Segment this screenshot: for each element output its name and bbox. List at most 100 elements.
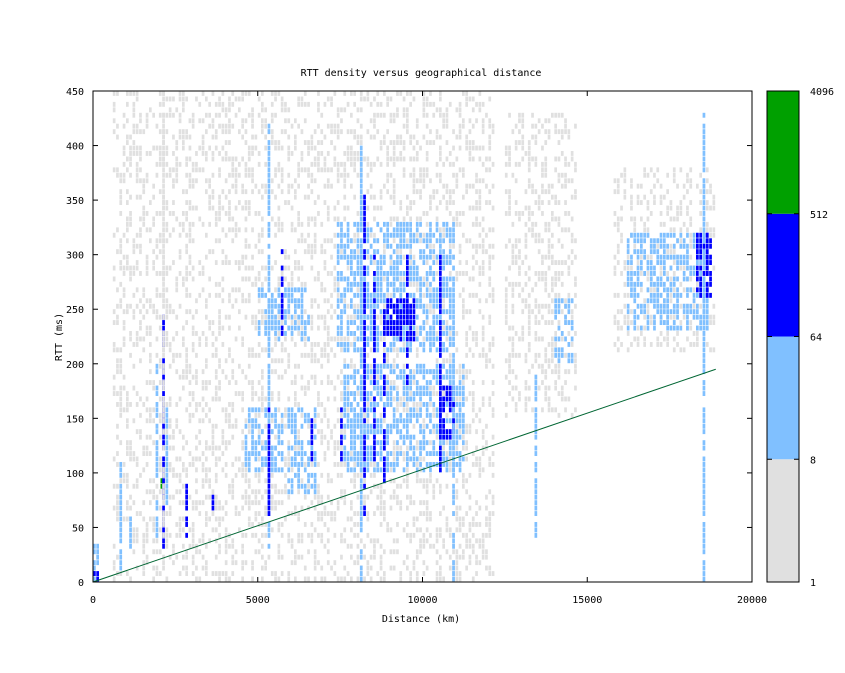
heatmap-cell	[214, 571, 218, 576]
heatmap-cell	[313, 560, 317, 566]
heatmap-cell	[551, 183, 554, 189]
heatmap-cell	[343, 336, 347, 342]
heatmap-cell	[231, 538, 235, 544]
heatmap-cell	[676, 342, 679, 347]
heatmap-cell	[172, 358, 175, 364]
heatmap-cell	[126, 140, 129, 145]
heatmap-cell	[340, 118, 343, 124]
heatmap-cell	[168, 396, 172, 402]
heatmap-cell	[379, 494, 383, 500]
heatmap-cell	[415, 123, 419, 129]
heatmap-cell	[254, 281, 258, 287]
heatmap-cell	[554, 276, 557, 282]
heatmap-cell	[402, 227, 406, 233]
heatmap-cell	[439, 314, 442, 320]
heatmap-cell	[333, 216, 337, 222]
heatmap-cell	[541, 369, 544, 375]
heatmap-cell	[379, 227, 383, 233]
heatmap-cell	[462, 483, 465, 489]
heatmap-cell	[468, 129, 472, 135]
heatmap-cell	[346, 320, 350, 325]
heatmap-cell	[112, 374, 116, 380]
heatmap-cell	[527, 396, 531, 402]
heatmap-cell	[139, 472, 142, 478]
heatmap-cell	[415, 347, 419, 353]
heatmap-cell	[554, 369, 557, 375]
heatmap-cell	[274, 298, 277, 304]
heatmap-cell	[310, 538, 314, 544]
heatmap-cell	[343, 412, 347, 418]
heatmap-cell	[521, 145, 525, 151]
heatmap-cell	[356, 336, 360, 342]
heatmap-cell	[475, 522, 478, 527]
heatmap-cell	[485, 183, 488, 189]
heatmap-cell	[481, 467, 485, 473]
heatmap-cell	[270, 527, 274, 533]
heatmap-cell	[396, 140, 399, 145]
heatmap-cell	[429, 140, 432, 145]
heatmap-cell	[280, 271, 284, 276]
heatmap-cell	[524, 352, 528, 358]
heatmap-cell	[620, 342, 623, 347]
heatmap-cell	[455, 494, 459, 500]
heatmap-cell	[514, 374, 518, 380]
heatmap-cell	[336, 445, 340, 451]
heatmap-cell	[435, 303, 439, 309]
heatmap-cell	[191, 342, 195, 347]
heatmap-cell	[158, 325, 162, 331]
heatmap-cell	[415, 238, 419, 244]
heatmap-cell	[527, 325, 531, 331]
heatmap-cell	[310, 303, 314, 309]
heatmap-cell	[162, 227, 165, 233]
heatmap-cell	[300, 505, 304, 511]
heatmap-cell	[504, 298, 508, 304]
heatmap-cell	[547, 396, 551, 402]
heatmap-cell	[547, 303, 551, 309]
heatmap-cell	[326, 325, 330, 331]
heatmap-cell	[274, 194, 277, 200]
heatmap-cell	[560, 336, 564, 342]
heatmap-cell	[264, 347, 267, 353]
heatmap-cell	[303, 336, 307, 342]
heatmap-cell	[412, 292, 416, 298]
heatmap-cell	[182, 140, 185, 145]
heatmap-cell	[415, 140, 419, 145]
heatmap-cell	[442, 112, 445, 118]
heatmap-cell	[399, 576, 403, 582]
heatmap-cell	[244, 298, 248, 304]
heatmap-cell	[211, 352, 215, 358]
heatmap-cell	[422, 342, 426, 347]
heatmap-cell	[139, 396, 142, 402]
heatmap-cell	[224, 462, 228, 467]
heatmap-cell	[353, 467, 356, 473]
heatmap-cell	[132, 265, 136, 271]
heatmap-cell	[313, 358, 317, 364]
heatmap-cell	[145, 434, 149, 440]
heatmap-cell	[228, 189, 231, 195]
heatmap-cell	[158, 151, 162, 156]
heatmap-cell	[399, 271, 403, 276]
heatmap-cell	[396, 407, 399, 413]
heatmap-cell	[350, 516, 353, 522]
heatmap-cell	[231, 402, 235, 407]
heatmap-cell	[373, 118, 376, 124]
heatmap-cell	[333, 281, 337, 287]
heatmap-cell	[307, 167, 310, 173]
heatmap-cell	[386, 522, 389, 527]
heatmap-cell	[389, 232, 393, 238]
heatmap-cell	[521, 123, 525, 129]
heatmap-cell	[369, 325, 373, 331]
heatmap-cell	[465, 532, 468, 538]
heatmap-cell	[257, 276, 261, 282]
heatmap-cell	[139, 227, 142, 233]
heatmap-cell	[188, 494, 192, 500]
heatmap-cell	[228, 325, 231, 331]
heatmap-cell	[326, 418, 330, 424]
heatmap-cell	[353, 292, 356, 298]
heatmap-cell	[208, 320, 211, 325]
heatmap-cell	[435, 292, 439, 298]
heatmap-cell	[149, 303, 152, 309]
heatmap-cell	[396, 445, 399, 451]
heatmap-cell	[511, 347, 515, 353]
heatmap-cell	[386, 314, 389, 320]
